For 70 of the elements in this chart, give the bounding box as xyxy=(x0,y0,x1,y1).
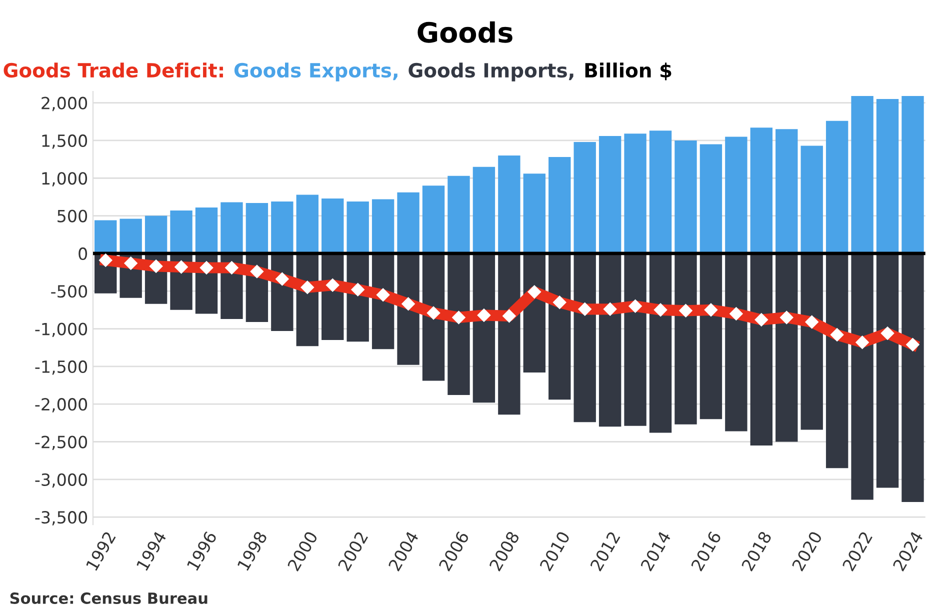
y-tick-label: 1,500 xyxy=(42,134,88,149)
bar xyxy=(851,253,874,500)
bar xyxy=(649,253,672,433)
bar xyxy=(574,253,596,422)
bar xyxy=(700,253,722,420)
bar xyxy=(800,253,823,430)
bar xyxy=(624,253,646,426)
bar xyxy=(800,146,823,254)
bar xyxy=(851,96,874,254)
bar xyxy=(674,140,697,254)
bar xyxy=(902,96,924,254)
bar xyxy=(624,134,646,254)
y-tick-label: 500 xyxy=(58,210,88,222)
y-tick-label: -500 xyxy=(51,285,88,298)
text: Goods Trade Deficit: xyxy=(4,62,223,78)
bar xyxy=(322,198,344,254)
bar xyxy=(422,253,445,381)
bar xyxy=(195,207,218,254)
chart-title: Goods xyxy=(418,21,512,43)
bar xyxy=(246,202,268,254)
bar xyxy=(397,192,420,254)
bar xyxy=(750,128,772,254)
bar xyxy=(94,220,117,254)
y-tick-label: 2,000 xyxy=(42,96,88,112)
source-note: Source: Census Bureau xyxy=(10,592,208,604)
bar xyxy=(649,130,672,254)
bar xyxy=(674,253,697,424)
bar xyxy=(876,99,899,254)
bar xyxy=(902,253,924,502)
y-tick-label: -2,500 xyxy=(35,436,88,450)
bar xyxy=(598,136,622,254)
bar xyxy=(498,253,520,415)
bar xyxy=(826,253,848,468)
bar xyxy=(523,174,546,254)
y-tick-label: -1,500 xyxy=(35,360,88,375)
y-tick-label: -1,000 xyxy=(35,322,88,338)
bar xyxy=(776,129,798,254)
bar xyxy=(725,136,748,254)
bar xyxy=(548,157,571,254)
bar xyxy=(725,253,748,432)
bar xyxy=(700,144,722,254)
bar xyxy=(472,166,496,254)
bar xyxy=(422,186,445,254)
text: Goods Exports, xyxy=(234,62,398,82)
y-tick-label: -2,000 xyxy=(35,398,88,412)
bar xyxy=(144,216,168,254)
bar xyxy=(296,194,318,254)
bar xyxy=(448,253,470,396)
bar xyxy=(776,253,798,442)
text: Goods Imports, xyxy=(408,62,574,82)
bar xyxy=(346,201,369,254)
bar xyxy=(220,202,243,254)
bar xyxy=(498,156,520,254)
bar xyxy=(271,201,294,254)
bar xyxy=(120,218,142,254)
y-tick-label: -3,000 xyxy=(35,473,88,488)
bar xyxy=(472,253,496,403)
bar xyxy=(448,176,470,254)
chart-subtitle: Billion $ xyxy=(585,62,672,80)
y-tick-label: 1,000 xyxy=(42,172,88,186)
bar xyxy=(750,253,772,446)
bar xyxy=(598,253,622,427)
bar xyxy=(574,142,596,254)
bar xyxy=(548,253,571,400)
bar xyxy=(372,199,394,254)
bar xyxy=(876,253,899,488)
y-tick-label: 0 xyxy=(78,247,88,260)
bar xyxy=(170,210,192,254)
bar xyxy=(826,120,848,254)
y-tick-label: -3,500 xyxy=(35,511,88,526)
